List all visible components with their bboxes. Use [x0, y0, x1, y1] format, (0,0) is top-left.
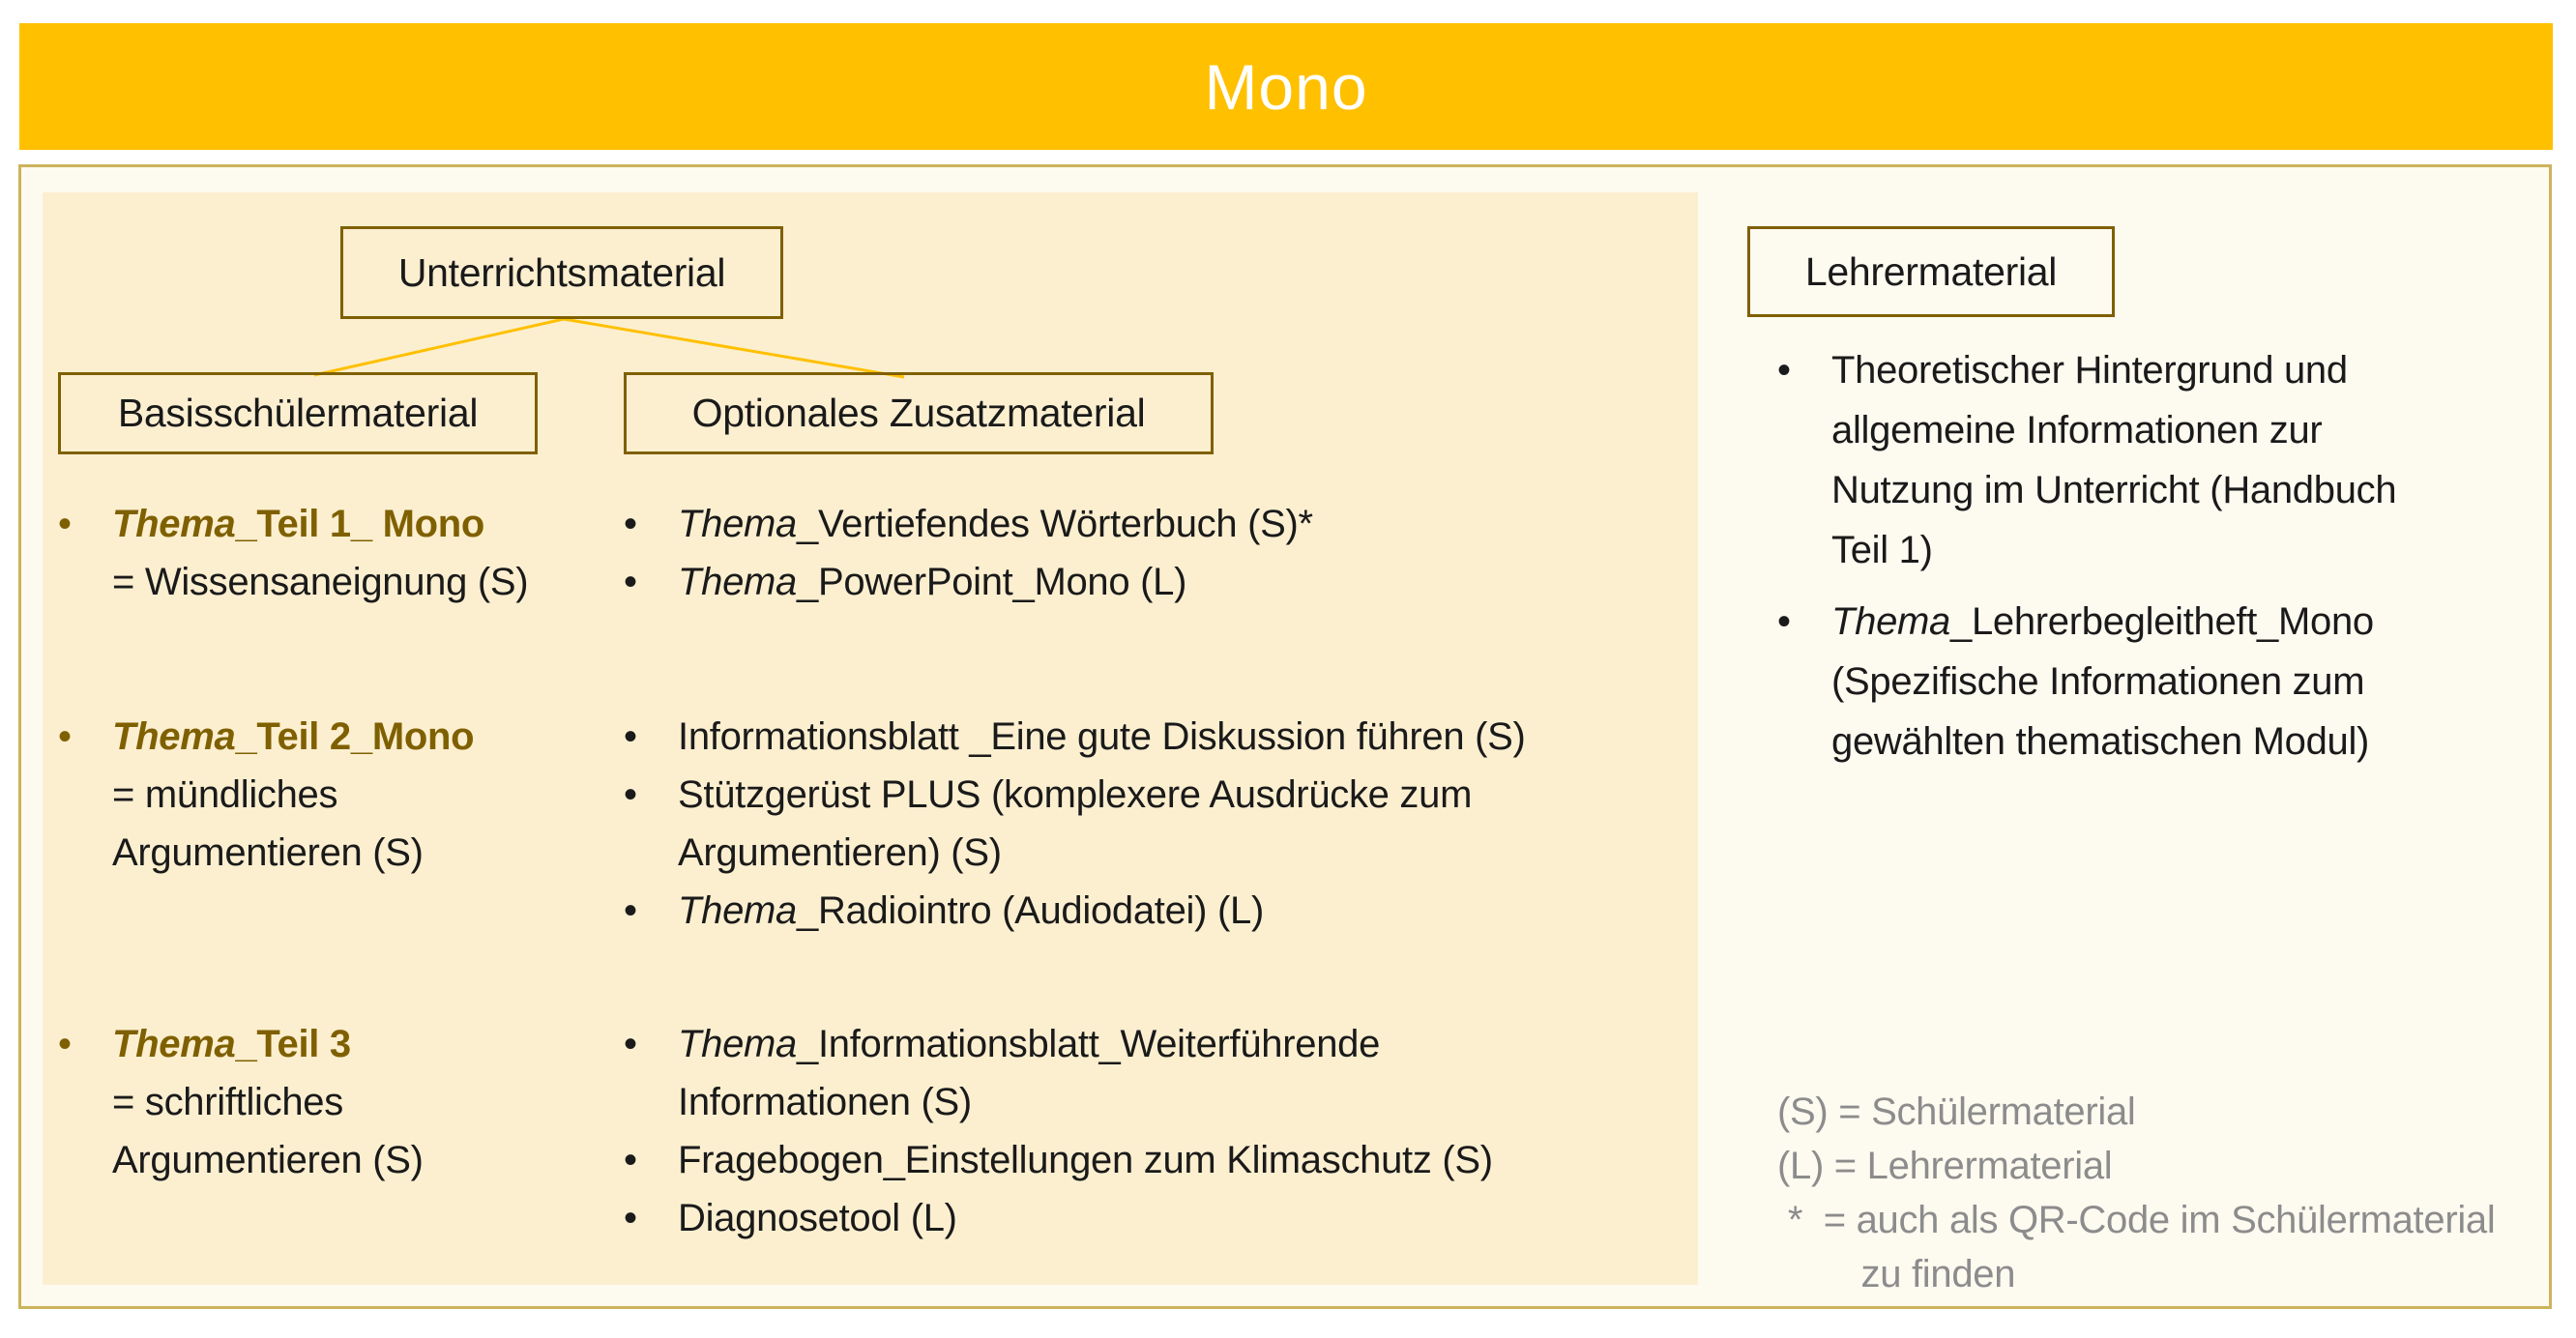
item-text: _Informationsblatt_Weiterführende Inform…: [678, 1023, 1381, 1123]
optional-group-3: • Thema_Informationsblatt_Weiterführende…: [624, 1015, 1712, 1247]
bullet-icon: •: [58, 503, 72, 545]
bullet-icon: •: [624, 1197, 637, 1239]
node-unterrichtsmaterial: Unterrichtsmaterial: [340, 226, 783, 319]
optional-group-1: • Thema_Vertiefendes Wörterbuch (S)* • T…: [624, 495, 1712, 611]
bullet-icon: •: [58, 715, 72, 758]
item-desc: = Wissensaneignung (S): [112, 561, 529, 603]
item-text: Theoretischer Hintergrund und allgemeine…: [1831, 349, 2397, 571]
title-bar: Mono: [19, 23, 2553, 150]
page-title: Mono: [1204, 50, 1368, 123]
list-item: • Diagnosetool (L): [624, 1189, 1712, 1247]
list-item: • Fragebogen_Einstellungen zum Klimaschu…: [624, 1131, 1712, 1189]
item-text: _PowerPoint_Mono (L): [797, 561, 1187, 603]
list-item: • Stützgerüst PLUS (komplexere Ausdrücke…: [624, 766, 1712, 882]
optional-group-2: • Informationsblatt _Eine gute Diskussio…: [624, 708, 1712, 940]
item-text: _Vertiefendes Wörterbuch (S)*: [797, 503, 1313, 545]
list-item: • Thema_Radiointro (Audiodatei) (L): [624, 882, 1712, 940]
node-basisschuelermaterial: Basisschülermaterial: [58, 372, 538, 454]
abbreviation-legend: (S) = Schülermaterial (L) = Lehrermateri…: [1777, 1091, 2496, 1295]
item-text: Fragebogen_Einstellungen zum Klimaschutz…: [678, 1139, 1493, 1181]
item-title: Thema_Teil 2_Mono: [112, 715, 475, 758]
optional-material-list: • Thema_Vertiefendes Wörterbuch (S)* • T…: [624, 495, 1712, 1247]
node-optionales-zusatzmaterial: Optionales Zusatzmaterial: [624, 372, 1214, 454]
list-item: • Thema_Teil 2_Mono = mündliches Argumen…: [58, 708, 614, 882]
item-text: Stützgerüst PLUS (komplexere Ausdrücke z…: [678, 773, 1473, 874]
list-item: • Thema_Informationsblatt_Weiterführende…: [624, 1015, 1712, 1131]
list-item: • Thema_PowerPoint_Mono (L): [624, 553, 1712, 611]
item-desc: = schriftliches Argumentieren (S): [112, 1081, 424, 1181]
list-item: • Thema_Teil 1_ Mono = Wissensaneignung …: [58, 495, 614, 611]
item-text: Diagnosetool (L): [678, 1197, 957, 1239]
list-item: • Theoretischer Hintergrund und allgemei…: [1777, 340, 2551, 580]
list-item: • Informationsblatt _Eine gute Diskussio…: [624, 708, 1712, 766]
item-title: Thema_Teil 3: [112, 1023, 351, 1065]
item-title: Thema_Teil 1_ Mono: [112, 503, 485, 545]
bullet-icon: •: [624, 561, 637, 603]
teacher-material-list: • Theoretischer Hintergrund und allgemei…: [1777, 340, 2551, 771]
bullet-icon: •: [624, 1139, 637, 1181]
node-label: Lehrermaterial: [1804, 248, 2058, 294]
item-text: _Lehrerbegleitheft_Mono (Spezifische Inf…: [1831, 600, 2374, 763]
node-label: Optionales Zusatzmaterial: [691, 391, 1146, 435]
item-desc: = mündliches Argumentieren (S): [112, 773, 424, 874]
list-item: • Thema_Vertiefendes Wörterbuch (S)*: [624, 495, 1712, 553]
bullet-icon: •: [1777, 349, 1791, 392]
node-lehrermaterial: Lehrermaterial: [1747, 226, 2115, 317]
bullet-icon: •: [1777, 600, 1791, 643]
bullet-icon: •: [58, 1023, 72, 1065]
bullet-icon: •: [624, 773, 637, 816]
node-label: Unterrichtsmaterial: [397, 249, 726, 295]
list-item: • Thema_Teil 3 = schriftliches Argumenti…: [58, 1015, 614, 1189]
item-text: _Radiointro (Audiodatei) (L): [797, 889, 1264, 932]
list-item: • Thema_Lehrerbegleitheft_Mono (Spezifis…: [1777, 592, 2551, 771]
item-text: Informationsblatt _Eine gute Diskussion …: [678, 715, 1526, 758]
bullet-icon: •: [624, 715, 637, 758]
node-label: Basisschülermaterial: [117, 391, 479, 435]
bullet-icon: •: [624, 503, 637, 545]
bullet-icon: •: [624, 1023, 637, 1065]
bullet-icon: •: [624, 889, 637, 932]
basis-material-list: • Thema_Teil 1_ Mono = Wissensaneignung …: [58, 495, 614, 1189]
